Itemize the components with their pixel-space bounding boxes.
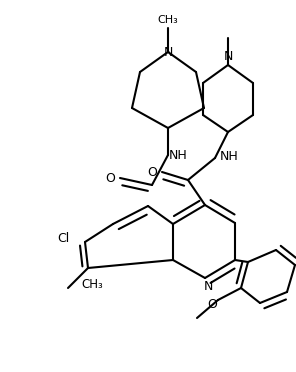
Text: NH: NH	[169, 148, 187, 161]
Text: O: O	[147, 166, 157, 179]
Text: CH₃: CH₃	[158, 15, 178, 25]
Text: O: O	[105, 171, 115, 185]
Text: Cl: Cl	[57, 231, 69, 244]
Text: NH: NH	[220, 150, 238, 163]
Text: CH₃: CH₃	[81, 278, 103, 291]
Text: N: N	[223, 51, 233, 64]
Text: N: N	[163, 45, 173, 58]
Text: O: O	[207, 298, 217, 311]
Text: N: N	[203, 279, 213, 292]
